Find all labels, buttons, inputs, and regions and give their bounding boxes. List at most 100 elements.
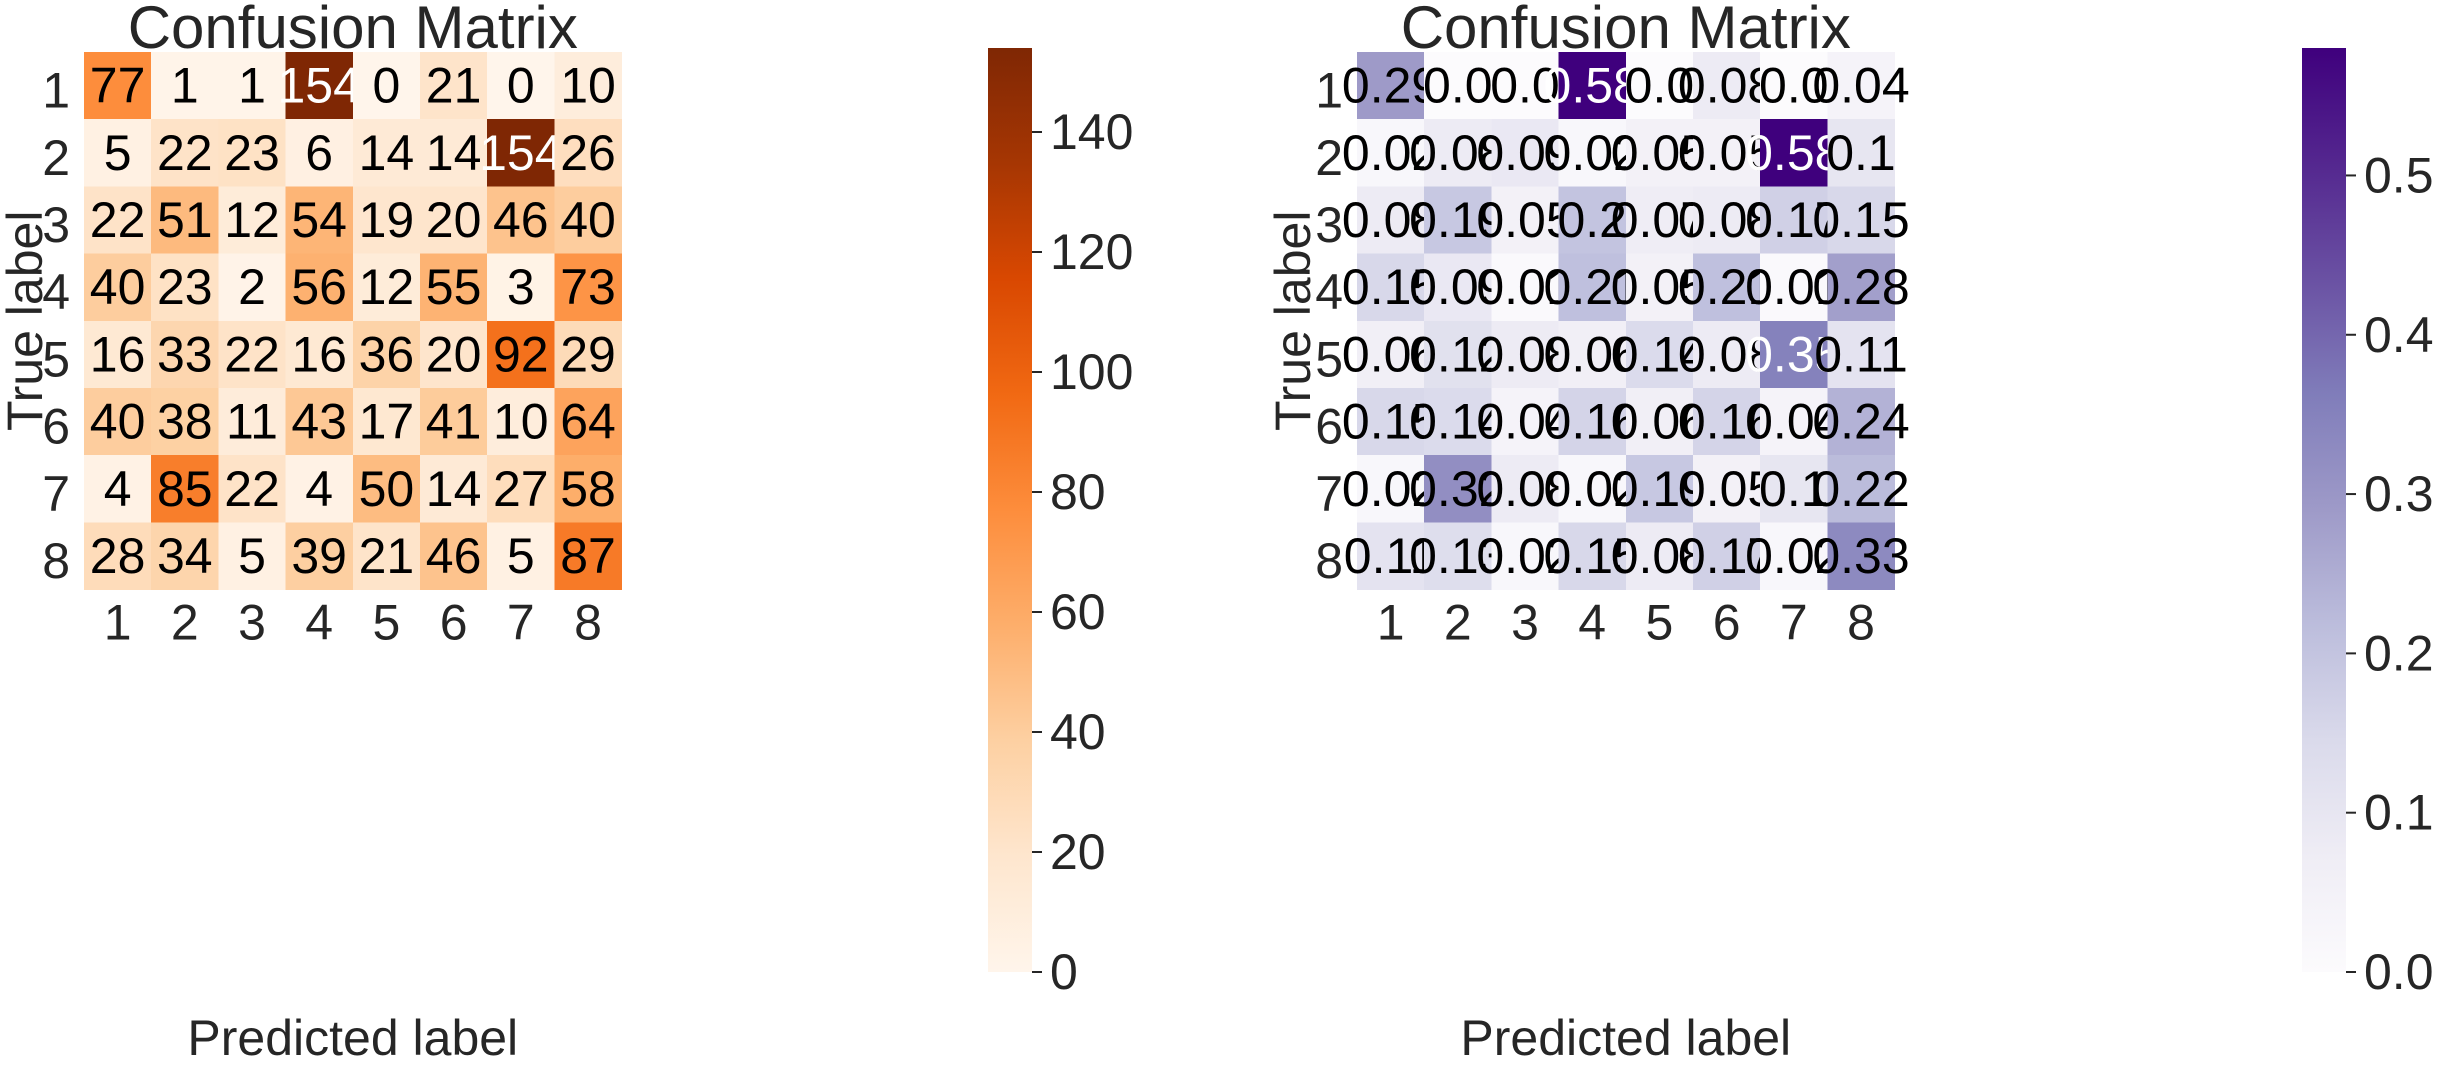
heatmap-cell bbox=[1625, 320, 1694, 389]
heatmap-cell bbox=[1357, 253, 1425, 322]
heatmap-cell bbox=[420, 388, 488, 456]
cell-value-label: 0.09 bbox=[1409, 259, 1506, 315]
heatmap-cell bbox=[554, 253, 623, 322]
cell-value-label: 0.1 bbox=[1759, 461, 1829, 517]
cell-value-label: 0.0 bbox=[1625, 58, 1695, 114]
heatmap-cell bbox=[1760, 119, 1828, 187]
heatmap-cell bbox=[487, 522, 555, 591]
heatmap-cell bbox=[84, 320, 152, 389]
colorbar-tick-label: 80 bbox=[1050, 464, 1106, 520]
heatmap-cell bbox=[1827, 52, 1896, 120]
x-tick-label: 8 bbox=[1847, 595, 1875, 651]
x-tick-label: 4 bbox=[1578, 595, 1606, 651]
cell-value-label: 0.28 bbox=[1812, 259, 1909, 315]
cell-value-label: 0.33 bbox=[1812, 528, 1909, 584]
cell-value-label: 16 bbox=[291, 326, 347, 382]
heatmap-cell bbox=[151, 320, 219, 389]
cell-value-label: 0.11 bbox=[1814, 326, 1908, 382]
cell-value-label: 0.04 bbox=[1745, 394, 1842, 450]
y-axis-label: True label bbox=[0, 211, 53, 431]
x-tick-label: 7 bbox=[507, 595, 535, 651]
colorbar-tick-label: 20 bbox=[1050, 824, 1106, 880]
cell-value-label: 0.19 bbox=[1409, 192, 1506, 248]
heatmap-cell bbox=[1424, 455, 1492, 523]
heatmap-cell bbox=[420, 119, 488, 187]
cell-value-label: 19 bbox=[359, 192, 415, 248]
cell-value-label: 46 bbox=[426, 528, 482, 584]
cell-value-label: 10 bbox=[493, 394, 549, 450]
cell-value-label: 22 bbox=[224, 326, 280, 382]
cell-value-label: 0.08 bbox=[1611, 528, 1708, 584]
cell-value-label: 28 bbox=[90, 528, 146, 584]
heatmap-cell bbox=[1625, 522, 1694, 591]
heatmap-cell bbox=[487, 388, 555, 456]
cell-value-label: 2 bbox=[238, 259, 266, 315]
cell-value-label: 29 bbox=[560, 326, 616, 382]
heatmap-cell bbox=[285, 52, 354, 120]
heatmap-cell bbox=[1357, 320, 1425, 389]
heatmap-cell bbox=[1760, 52, 1828, 120]
cell-value-label: 40 bbox=[90, 259, 146, 315]
colorbar-tick-label: 0.0 bbox=[2364, 944, 2434, 1000]
y-tick-labels: 1 2 3 4 5 6 7 8 bbox=[42, 63, 70, 589]
heatmap-cell bbox=[1827, 455, 1896, 523]
x-tick-label: 7 bbox=[1780, 595, 1808, 651]
heatmap-cell bbox=[218, 455, 287, 523]
heatmap-cell bbox=[487, 455, 555, 523]
cell-value-label: 0.08 bbox=[1678, 58, 1775, 114]
heatmap-cell bbox=[352, 186, 421, 255]
cell-value-label: 0.32 bbox=[1409, 461, 1506, 517]
colorbar-gradient bbox=[988, 48, 1032, 972]
x-tick-label: 3 bbox=[1511, 595, 1539, 651]
heatmap-cell bbox=[285, 119, 354, 187]
heatmap-cell bbox=[554, 52, 623, 120]
cell-value-label: 40 bbox=[90, 394, 146, 450]
cell-value-label: 21 bbox=[359, 528, 415, 584]
cell-value-label: 0.02 bbox=[1745, 528, 1842, 584]
cell-value-label: 0.16 bbox=[1678, 394, 1775, 450]
confusion-matrix-normalized: 0.290.00.00.580.00.080.00.040.020.080.09… bbox=[1265, 0, 2434, 1066]
colorbar-tick-label: 0.1 bbox=[2364, 785, 2434, 841]
cell-value-label: 0.08 bbox=[1409, 125, 1506, 181]
heatmap-cell bbox=[554, 455, 623, 523]
cell-value-label: 0.22 bbox=[1812, 461, 1909, 517]
cell-value-label: 154 bbox=[277, 58, 360, 114]
cell-value-label: 0.35 bbox=[1745, 326, 1842, 382]
cell-value-label: 1 bbox=[171, 58, 199, 114]
cell-value-label: 0.11 bbox=[1344, 528, 1438, 584]
cell-value-label: 36 bbox=[359, 326, 415, 382]
heatmap-cell bbox=[1760, 320, 1828, 389]
cell-value-label: 0.06 bbox=[1611, 394, 1708, 450]
cell-value-label: 0.05 bbox=[1611, 125, 1708, 181]
heatmap-cell bbox=[1760, 522, 1828, 591]
cell-value-label: 0.02 bbox=[1476, 528, 1573, 584]
heatmap-cell bbox=[151, 388, 219, 456]
heatmap-cell bbox=[285, 253, 354, 322]
cell-value-label: 51 bbox=[157, 192, 213, 248]
heatmap-cell bbox=[1491, 253, 1560, 322]
cell-value-label: 14 bbox=[426, 461, 482, 517]
x-tick-label: 5 bbox=[372, 595, 400, 651]
heatmap-cell bbox=[352, 119, 421, 187]
heatmap-cell bbox=[1693, 455, 1761, 523]
heatmap-cell bbox=[285, 455, 354, 523]
cell-value-label: 55 bbox=[426, 259, 482, 315]
cell-value-label: 0.02 bbox=[1342, 461, 1439, 517]
heatmap-cell bbox=[285, 186, 354, 255]
heatmap-cell bbox=[1693, 522, 1761, 591]
y-tick-label: 2 bbox=[42, 130, 70, 186]
heatmap-cell bbox=[84, 186, 152, 255]
cell-value-label: 92 bbox=[493, 326, 549, 382]
heatmap-cell bbox=[1424, 52, 1492, 120]
heatmap-cell bbox=[420, 186, 488, 255]
cell-value-label: 0.0 bbox=[1759, 58, 1829, 114]
cell-value-label: 0.08 bbox=[1342, 192, 1439, 248]
heatmap-cell bbox=[1693, 186, 1761, 255]
colorbar-gradient bbox=[2302, 48, 2346, 972]
heatmap-cell bbox=[1827, 119, 1896, 187]
heatmap-cell bbox=[1424, 186, 1492, 255]
x-tick-label: 1 bbox=[1377, 595, 1405, 651]
